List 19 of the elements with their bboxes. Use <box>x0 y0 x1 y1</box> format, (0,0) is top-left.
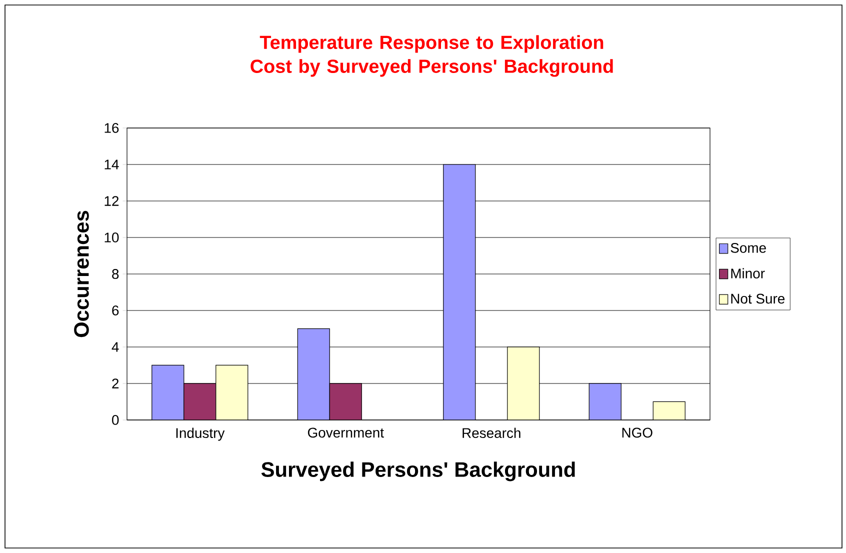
chart-title: Temperature Response to Exploration Cost by Surveyed Persons' Background <box>250 35 613 77</box>
y-tick-label: 4 <box>112 342 119 352</box>
y-axis-title: Occurrences <box>74 210 89 338</box>
y-tick-label: 6 <box>112 306 119 316</box>
x-tick-label: NGO <box>622 428 652 438</box>
y-tick-label: 12 <box>104 196 119 206</box>
y-tick-label: 14 <box>104 160 119 170</box>
y-tick-label: 16 <box>104 123 119 133</box>
legend-label: Some <box>730 242 766 253</box>
x-axis-title: Surveyed Persons' Background <box>261 462 575 482</box>
y-tick-label: 0 <box>112 415 119 425</box>
legend-label: Minor <box>731 268 765 278</box>
legend-label: Not Sure <box>731 294 785 304</box>
y-tick-label: 8 <box>112 269 119 279</box>
x-tick-label: Industry <box>176 428 225 441</box>
y-tick-label: 10 <box>104 232 119 242</box>
x-tick-label: Research <box>462 428 520 438</box>
x-tick-label: Government <box>308 428 384 438</box>
y-tick-label: 2 <box>112 378 119 388</box>
